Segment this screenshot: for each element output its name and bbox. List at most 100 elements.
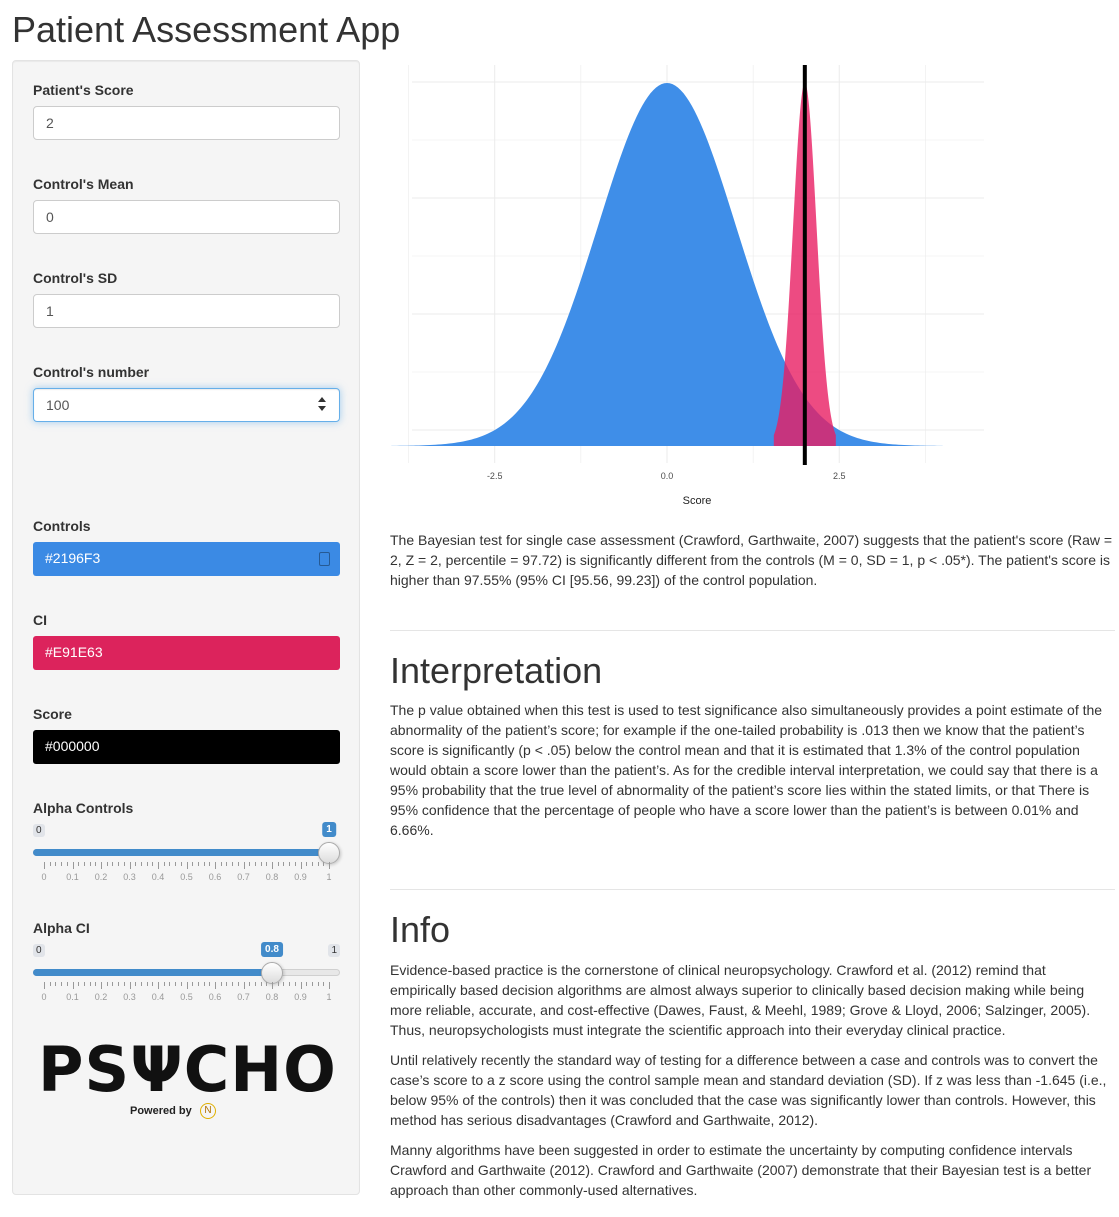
slider-tick-label: 0.1 xyxy=(66,992,79,1002)
slider-tick xyxy=(83,862,85,866)
slider-tick xyxy=(192,862,194,866)
slider-tick xyxy=(232,982,234,986)
slider-tick xyxy=(123,982,125,986)
slider-tick xyxy=(118,982,120,986)
slider-tick xyxy=(220,982,222,986)
score-color-input[interactable]: #000000 xyxy=(33,730,340,764)
slider-tick xyxy=(78,862,80,866)
interpretation-title: Interpretation xyxy=(390,650,603,691)
slider-tick xyxy=(226,982,228,986)
slider-tick xyxy=(317,982,319,986)
control-number-label: Control's number xyxy=(33,364,150,380)
slider-tick xyxy=(95,982,97,986)
x-tick-label: 0.0 xyxy=(661,471,674,481)
logo-badge-icon: N xyxy=(200,1103,216,1119)
slider-tick-label: 0.1 xyxy=(66,872,79,882)
app-title: Patient Assessment App xyxy=(12,9,401,50)
x-tick-label: 2.5 xyxy=(833,471,846,481)
slider-tick xyxy=(232,862,234,866)
slider-tick xyxy=(266,862,268,866)
controls-color-input[interactable]: #2196F3 xyxy=(33,542,340,576)
alpha-controls-slider[interactable]: 0 1 0 0.1 0.2 0.3 0.4 0.5 0.6 0.7 0.8 0.9 1 xyxy=(33,822,340,884)
slider-tick xyxy=(44,862,45,869)
slider-tick xyxy=(209,982,211,986)
slider-tick xyxy=(66,862,68,866)
slider-tick-label: 0.9 xyxy=(294,872,307,882)
slider-tick xyxy=(49,862,51,866)
number-spinner[interactable] xyxy=(318,397,328,411)
slider-tick xyxy=(249,982,251,986)
slider-tick xyxy=(243,862,245,869)
logo-wordmark: PSΨCHO xyxy=(38,1033,337,1106)
slider-tick xyxy=(101,982,102,989)
slider-grid: 0 0.1 0.2 0.3 0.4 0.5 0.6 0.7 0.8 0.9 1 xyxy=(33,862,340,884)
control-number-field xyxy=(33,388,340,422)
spinner-down-icon[interactable] xyxy=(318,406,326,411)
slider-tick xyxy=(61,982,63,986)
sidebar-panel: Patient's Score Control's Mean Control's… xyxy=(12,60,360,1195)
slider-tick xyxy=(323,862,325,866)
slider-tick-label: 0.5 xyxy=(180,872,193,882)
slider-tick xyxy=(272,982,273,989)
slider-tick-label: 0.8 xyxy=(265,872,279,882)
slider-handle[interactable] xyxy=(261,962,283,984)
slider-tick xyxy=(106,982,108,986)
patient-score-label: Patient's Score xyxy=(33,82,134,98)
slider-tick xyxy=(140,862,142,866)
control-mean-input[interactable] xyxy=(33,200,340,234)
slider-tick xyxy=(163,982,165,986)
slider-tick-label: 0.6 xyxy=(208,992,222,1002)
slider-tick xyxy=(112,862,114,866)
slider-tick xyxy=(129,982,131,989)
slider-tick xyxy=(215,862,216,869)
slider-tick xyxy=(237,982,239,986)
slider-tick xyxy=(152,862,154,866)
slider-tick xyxy=(152,982,154,986)
slider-tick-label: 0.7 xyxy=(237,872,250,882)
x-axis-ticks: -2.5 0.0 2.5 xyxy=(487,471,846,481)
ci-color-label: CI xyxy=(33,612,47,628)
slider-tick-label: 0.6 xyxy=(208,872,222,882)
slider-tick-label: 1 xyxy=(326,992,332,1002)
alpha-ci-slider[interactable]: 0 1 0.8 0 0.1 0.2 0.3 0.4 0.5 0.6 0.7 0.8 0.9 1 xyxy=(33,942,340,1004)
slider-tick xyxy=(289,862,291,866)
slider-tick xyxy=(186,982,188,989)
slider-tick-label: 0.3 xyxy=(123,872,136,882)
slider-tick-label: 0.2 xyxy=(94,872,108,882)
ci-color-input[interactable]: #E91E63 xyxy=(33,636,340,670)
slider-tick xyxy=(289,982,291,986)
slider-tick xyxy=(317,862,319,866)
x-tick-label: -2.5 xyxy=(487,471,503,481)
slider-tick xyxy=(283,982,285,986)
color-picker-icon[interactable] xyxy=(319,552,330,566)
info-paragraph: Evidence-based practice is the cornersto… xyxy=(390,962,1091,1038)
patient-score-input[interactable] xyxy=(33,106,340,140)
slider-tick xyxy=(226,862,228,866)
slider-tick xyxy=(277,982,279,986)
slider-fill xyxy=(33,849,329,856)
slider-fill xyxy=(33,969,272,976)
spinner-up-icon[interactable] xyxy=(318,397,326,402)
control-sd-input[interactable] xyxy=(33,294,340,328)
slider-tick xyxy=(243,982,245,989)
slider-tick xyxy=(220,862,222,866)
control-number-input[interactable] xyxy=(33,388,340,422)
slider-tick xyxy=(55,862,57,866)
slider-tick xyxy=(254,982,256,986)
slider-tick xyxy=(209,862,211,866)
info-paragraph: Until relatively recently the standard w… xyxy=(390,1052,1107,1128)
slider-tick xyxy=(294,862,296,866)
slider-tick-label: 0.8 xyxy=(265,992,279,1002)
slider-tick xyxy=(197,982,199,986)
slider-min-label: 0 xyxy=(33,824,45,837)
control-mean-label: Control's Mean xyxy=(33,176,134,192)
control-sd-label: Control's SD xyxy=(33,270,118,286)
slider-tick xyxy=(175,862,177,866)
slider-handle[interactable] xyxy=(318,842,340,864)
slider-tick-label: 0 xyxy=(41,872,47,882)
slider-tick xyxy=(72,982,74,989)
slider-tick-label: 0.3 xyxy=(123,992,136,1002)
ci-color-value: #E91E63 xyxy=(45,644,103,660)
slider-tick xyxy=(118,862,120,866)
slider-tick xyxy=(123,862,125,866)
